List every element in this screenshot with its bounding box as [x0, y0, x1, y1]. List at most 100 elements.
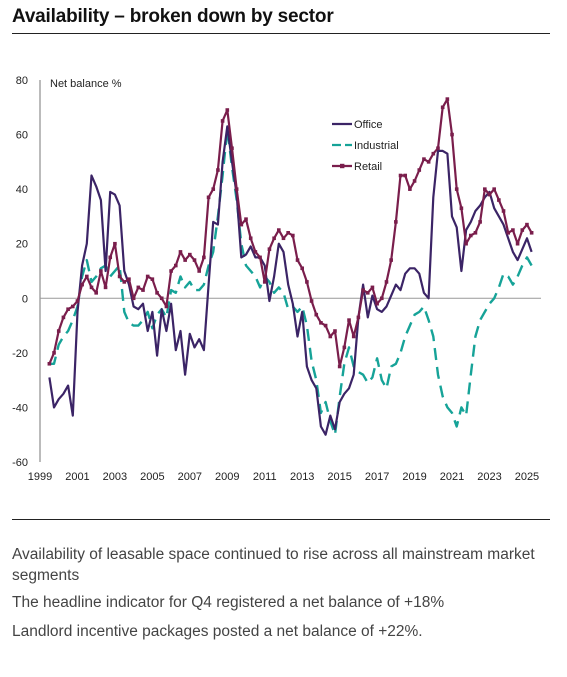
data-point-retail	[454, 187, 459, 191]
data-point-retail	[136, 285, 141, 290]
data-point-retail	[459, 206, 464, 211]
note-incentive-packages: Landlord incentive packages posted a net…	[12, 623, 423, 640]
legend-label-office: Office	[354, 119, 383, 131]
data-point-retail	[220, 119, 225, 123]
x-tick-label: 2017	[365, 471, 389, 483]
data-point-retail	[159, 296, 164, 301]
data-point-retail	[520, 228, 525, 232]
x-tick-label: 2007	[178, 471, 202, 483]
data-point-retail	[216, 168, 220, 172]
data-point-retail	[506, 231, 511, 235]
data-point-retail	[426, 160, 431, 164]
x-axis: 1999 2001 2003 2005 2007 2009 2011 2013 2015 2017…	[28, 297, 541, 483]
data-point-retail	[211, 187, 216, 191]
x-tick-label: 2023	[477, 471, 501, 483]
data-point-retail	[80, 282, 84, 287]
data-point-retail	[66, 307, 70, 311]
data-point-retail	[436, 146, 440, 151]
data-point-retail	[342, 345, 347, 350]
data-point-retail	[295, 258, 300, 262]
data-point-retail	[99, 269, 103, 273]
data-point-retail	[127, 277, 131, 281]
data-point-retail	[155, 291, 159, 295]
x-tick-label: 2009	[215, 471, 239, 483]
data-point-retail	[244, 217, 248, 221]
data-point-retail	[108, 255, 113, 260]
data-point-retail	[122, 280, 127, 284]
data-point-retail	[89, 285, 94, 290]
data-point-retail	[75, 299, 80, 303]
y-axis-label: Net balance %	[50, 78, 122, 90]
data-point-retail	[473, 231, 478, 235]
line-chart: 80 60 40 20 0 -20 -40 -60 1999 2001 2003 2005 2007 2…	[12, 75, 541, 483]
data-point-retail	[253, 250, 258, 254]
legend-label-retail: Retail	[354, 161, 382, 173]
data-point-retail	[272, 236, 276, 241]
y-tick-label: 0	[22, 293, 28, 305]
data-point-retail	[408, 187, 412, 191]
data-point-retail	[56, 329, 61, 333]
data-point-retail	[70, 304, 75, 309]
data-point-retail	[164, 304, 169, 309]
data-point-retail	[347, 318, 351, 322]
series-line-industrial	[49, 127, 533, 436]
data-point-retail	[314, 312, 319, 317]
y-tick-label: -20	[12, 348, 28, 360]
x-tick-label: 2011	[253, 471, 277, 483]
data-point-retail	[206, 195, 211, 200]
data-point-retail	[52, 351, 56, 355]
note-headline-indicator: The headline indicator for Q4 registered…	[12, 594, 445, 611]
legend-label-industrial: Industrial	[354, 140, 399, 152]
legend-marker-retail	[340, 163, 345, 169]
data-point-retail	[239, 222, 244, 227]
y-tick-label: -40	[12, 402, 28, 414]
data-point-retail	[183, 258, 187, 262]
data-point-retail	[431, 151, 436, 156]
y-tick-label: 60	[16, 130, 28, 142]
data-point-retail	[501, 209, 506, 213]
data-point-retail	[492, 187, 496, 191]
data-point-retail	[375, 301, 379, 306]
data-point-retail	[145, 274, 150, 279]
x-tick-label: 2015	[327, 471, 351, 483]
data-point-retail	[202, 255, 206, 260]
data-point-retail	[117, 274, 122, 279]
data-point-retail	[150, 277, 155, 281]
data-point-retail	[333, 329, 337, 333]
data-point-retail	[483, 187, 487, 191]
data-point-retail	[85, 274, 89, 279]
data-point-retail	[61, 315, 66, 320]
data-point-retail	[94, 291, 98, 295]
data-point-retail	[169, 269, 173, 273]
y-tick-label: 40	[16, 184, 28, 196]
y-tick-label: -60	[12, 457, 28, 469]
data-point-retail	[384, 280, 389, 284]
y-tick-label: 80	[16, 75, 28, 87]
x-tick-label: 2013	[290, 471, 314, 483]
data-point-retail	[403, 173, 408, 178]
data-point-retail	[323, 323, 328, 328]
note-availability: Availability of leasable space continued…	[12, 546, 535, 584]
data-point-retail	[47, 361, 52, 366]
data-point-retail	[337, 364, 342, 369]
data-point-retail	[464, 241, 468, 246]
data-point-retail	[328, 334, 333, 339]
data-point-retail	[192, 258, 197, 262]
data-point-retail	[422, 157, 426, 161]
data-point-retail	[262, 280, 267, 284]
data-point-retail	[445, 97, 450, 101]
data-point-retail	[309, 299, 314, 303]
x-tick-label: 2001	[65, 471, 89, 483]
data-point-retail	[356, 315, 361, 320]
data-point-retail	[103, 285, 108, 290]
data-point-retail	[351, 334, 356, 339]
data-point-retail	[248, 236, 253, 241]
data-point-retail	[389, 258, 393, 262]
data-point-retail	[234, 187, 239, 191]
data-point-retail	[380, 296, 384, 301]
x-tick-label: 2005	[140, 471, 164, 483]
series-line-retail	[48, 98, 533, 368]
y-axis: 80 60 40 20 0 -20 -40 -60	[12, 75, 41, 469]
x-tick-label: 2021	[440, 471, 464, 483]
data-point-retail	[291, 233, 295, 238]
